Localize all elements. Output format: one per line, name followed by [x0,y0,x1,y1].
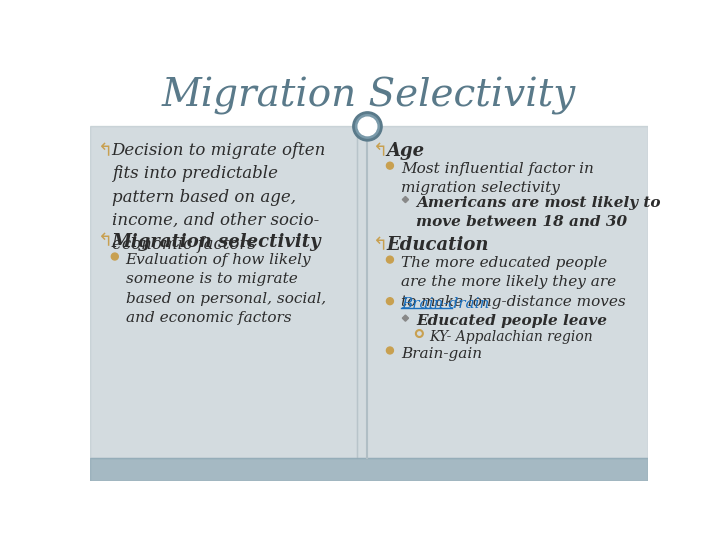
Text: Most influential factor in
migration selectivity: Most influential factor in migration sel… [401,162,594,195]
Bar [90,457,648,481]
Text: Brain-gain: Brain-gain [401,347,482,361]
Text: ↰: ↰ [98,142,113,160]
Text: KY- Appalachian region: KY- Appalachian region [429,330,593,343]
Bar [90,65,648,126]
Text: Evaluation of how likely
someone is to migrate
based on personal, social,
and ec: Evaluation of how likely someone is to m… [126,253,325,325]
Text: Decision to migrate often
fits into predictable
pattern based on age,
income, an: Decision to migrate often fits into pred… [112,142,326,253]
Text: ↰: ↰ [98,233,113,251]
Bar [357,126,648,457]
Circle shape [354,112,382,140]
Text: The more educated people
are the more likely they are
to make long-distance move: The more educated people are the more li… [401,256,626,309]
Text: Brain-drain: Brain-drain [401,298,489,312]
Text: Educated people leave: Educated people leave [416,314,607,328]
Circle shape [387,298,393,305]
Text: Americans are most likely to
move between 18 and 30: Americans are most likely to move betwee… [416,195,661,229]
Circle shape [358,117,377,136]
Text: Age: Age [387,142,425,160]
Circle shape [112,253,118,260]
Text: Education: Education [387,236,490,254]
Circle shape [387,347,393,354]
Polygon shape [402,197,408,202]
Text: Migration selectivity: Migration selectivity [112,233,321,251]
Text: ↰: ↰ [373,142,388,160]
Polygon shape [402,315,408,321]
Text: ↰: ↰ [373,236,388,254]
Text: Migration Selectivity: Migration Selectivity [162,77,576,114]
Circle shape [387,162,393,169]
Bar [90,126,357,457]
Circle shape [387,256,393,263]
